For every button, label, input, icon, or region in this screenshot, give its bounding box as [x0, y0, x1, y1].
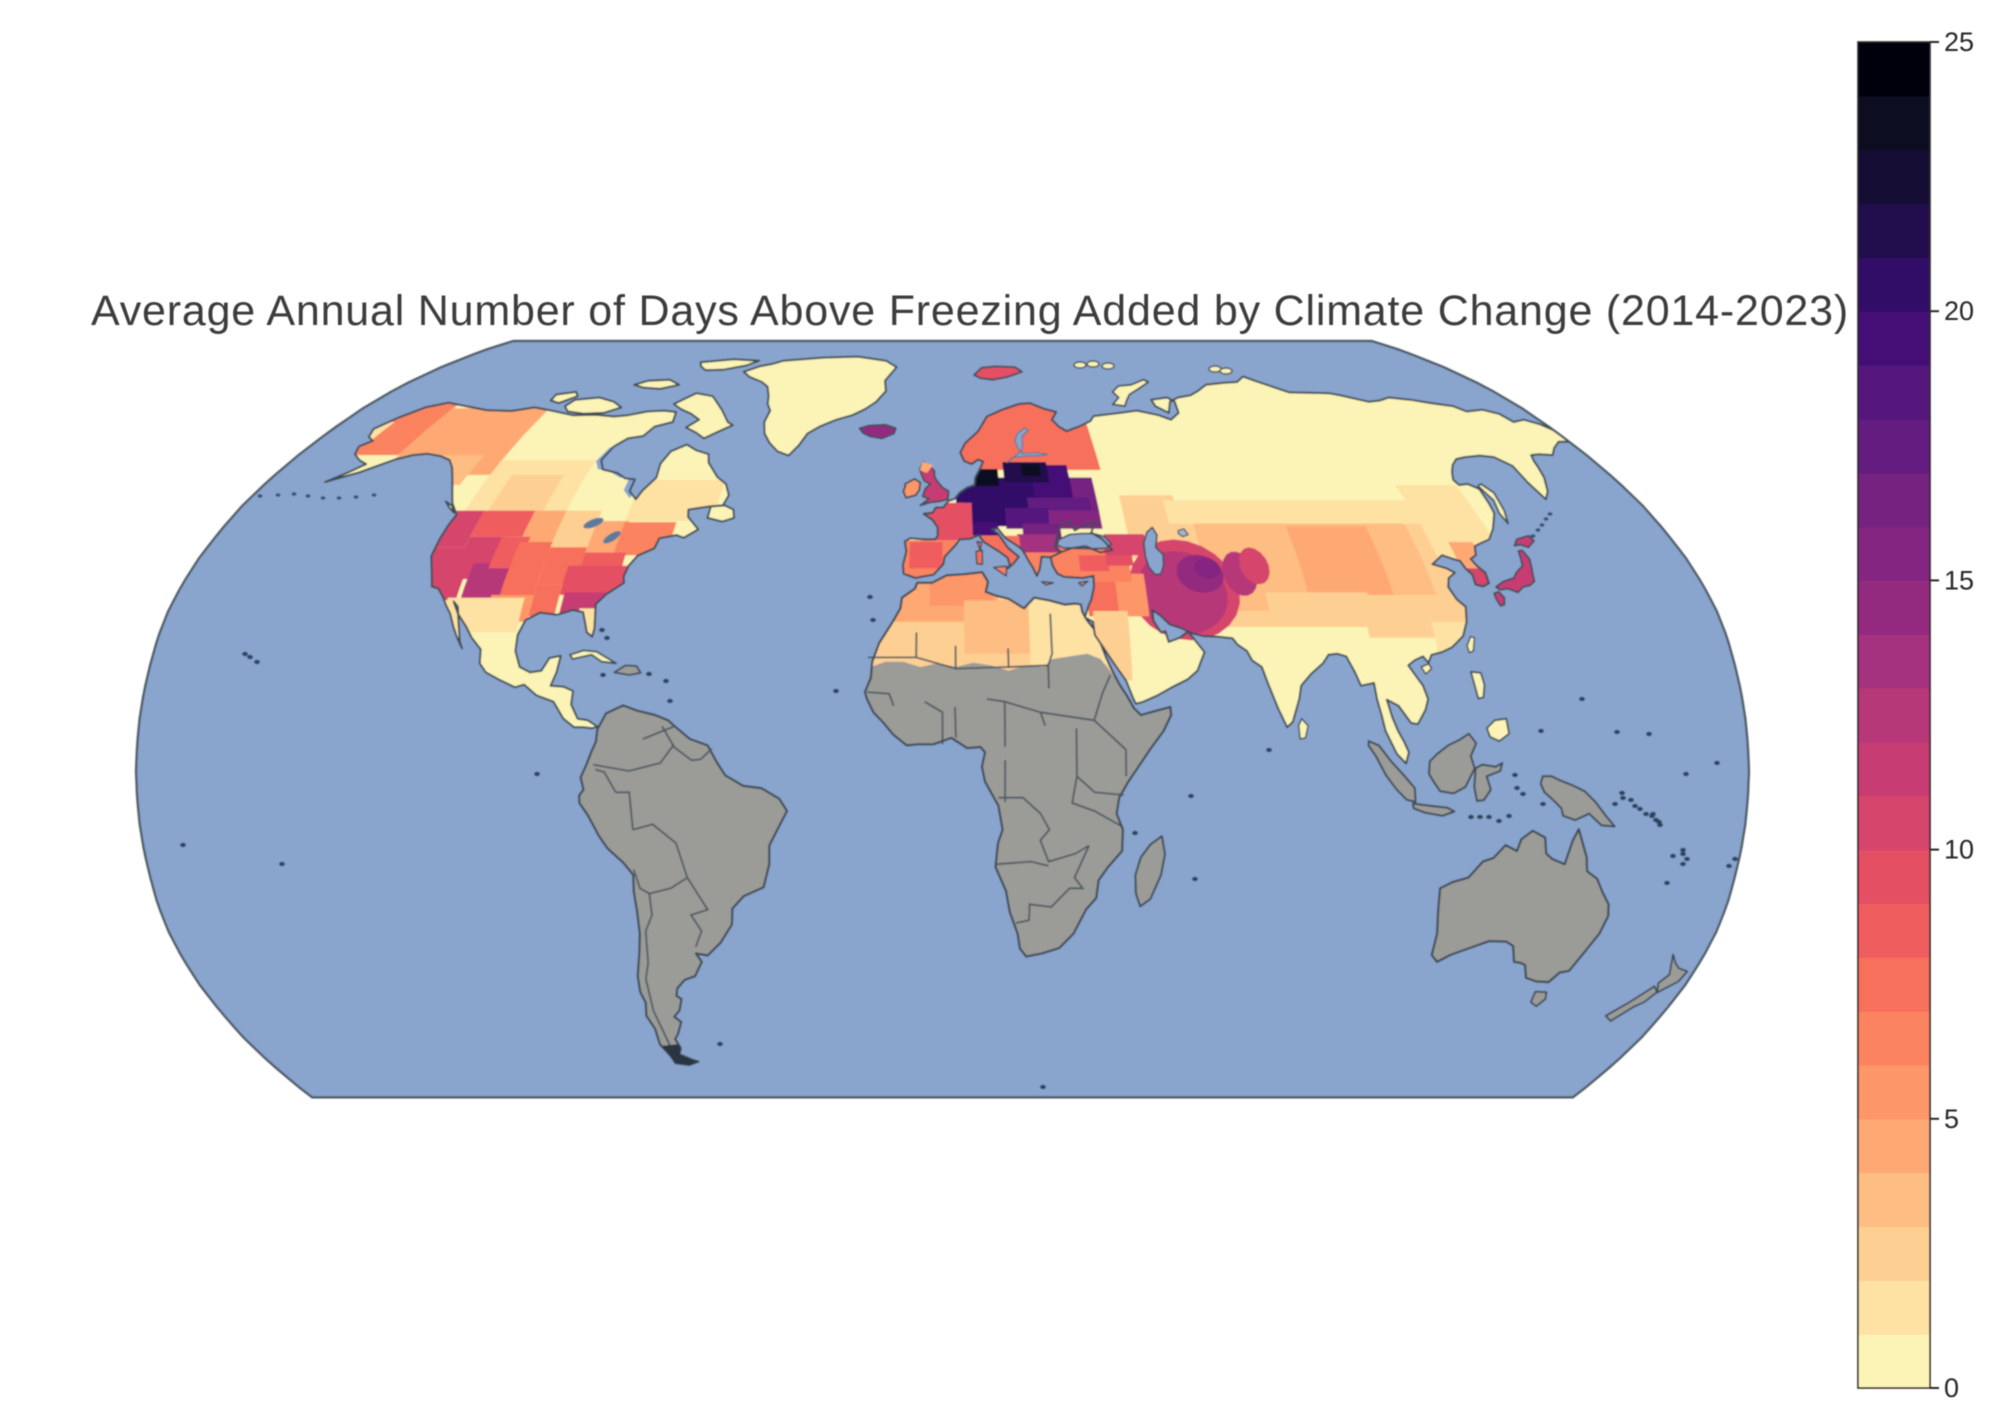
svg-text:20: 20: [1944, 296, 1974, 326]
svg-text:15: 15: [1944, 565, 1974, 595]
svg-text:5: 5: [1944, 1104, 1959, 1134]
svg-text:10: 10: [1944, 835, 1974, 865]
svg-text:25: 25: [1944, 27, 1974, 57]
svg-text:0: 0: [1944, 1373, 1959, 1403]
